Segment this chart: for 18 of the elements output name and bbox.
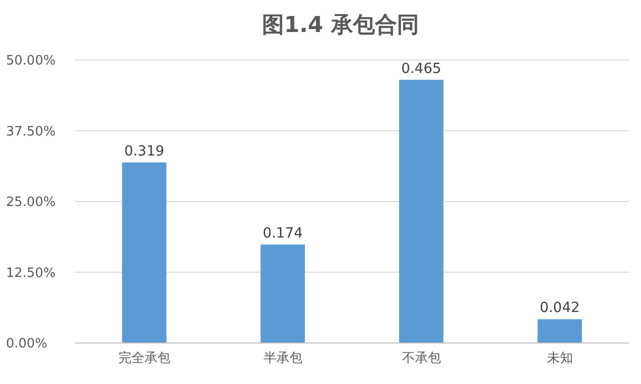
y-tick-label: 25.00% (6, 195, 56, 210)
x-tick-label: 不承包 (402, 351, 441, 366)
chart-title: 图1.4 承包合同 (262, 13, 419, 38)
bar (538, 319, 582, 343)
data-label: 0.174 (262, 226, 303, 242)
y-tick-label: 50.00% (6, 54, 56, 69)
data-label: 0.465 (401, 60, 442, 77)
y-tick-label: 0.00% (6, 336, 48, 352)
x-tick-label: 完全承包 (118, 350, 170, 366)
bar (122, 162, 166, 343)
bar (260, 244, 305, 343)
data-label: 0.042 (540, 300, 580, 316)
data-label: 0.319 (124, 143, 164, 160)
x-tick-label: 半承包 (263, 351, 302, 366)
x-tick-label: 未知 (546, 351, 573, 366)
y-tick-label: 12.50% (6, 266, 56, 281)
y-tick-label: 37.50% (6, 124, 56, 140)
bar (399, 80, 444, 343)
